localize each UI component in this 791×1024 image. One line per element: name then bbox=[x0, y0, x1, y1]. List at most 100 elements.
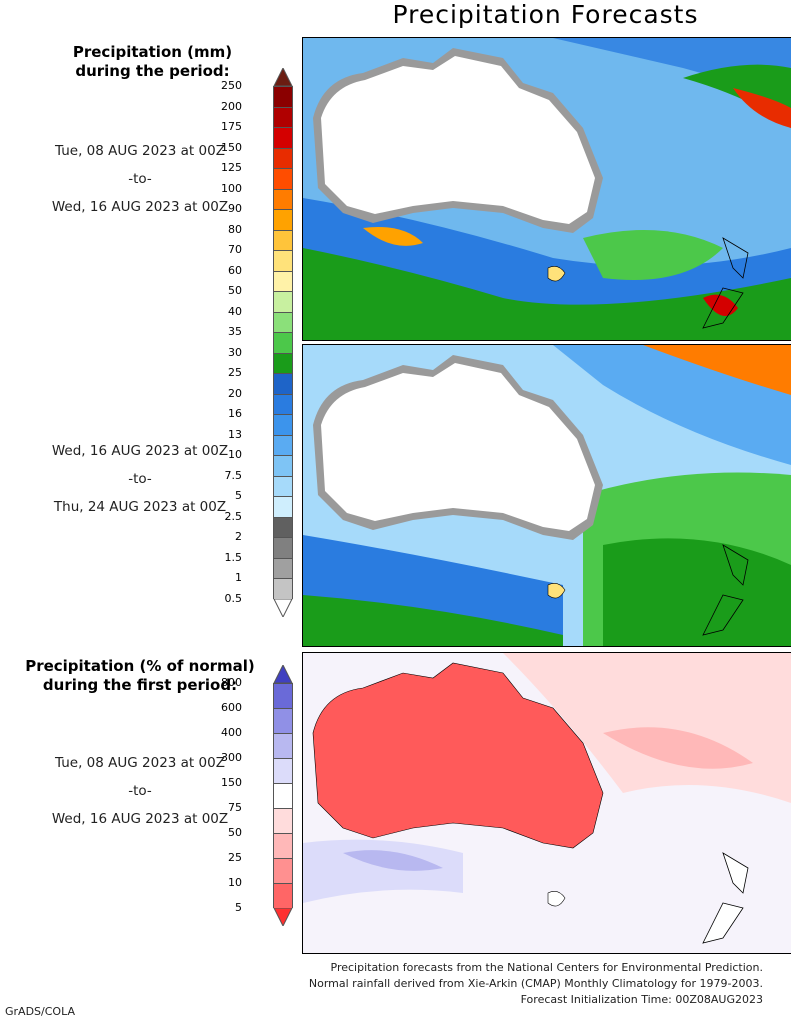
colorbar-mm-tick-label: 1 bbox=[235, 571, 242, 584]
footer-line-2: Normal rainfall derived from Xie-Arkin (… bbox=[308, 977, 763, 990]
colorbar-mm-cell bbox=[273, 496, 293, 517]
colorbar-mm-cell bbox=[273, 270, 293, 291]
colorbar-mm-tick-label: 10 bbox=[228, 448, 242, 461]
colorbar-mm-tick-label: 0.5 bbox=[224, 591, 243, 605]
colorbar-mm-cell bbox=[273, 168, 293, 189]
colorbar-mm-cell bbox=[273, 127, 293, 148]
page-title: Precipitation Forecasts bbox=[392, 0, 699, 29]
colorbar-mm-cell bbox=[273, 311, 293, 332]
colorbar-mm-tick-label: 30 bbox=[228, 345, 242, 359]
colorbar-pct-cell bbox=[273, 883, 293, 908]
colorbar-mm-cell bbox=[273, 434, 293, 455]
colorbar-mm-tick-label: 100 bbox=[221, 181, 242, 195]
colorbar-pct-tick-label: 400 bbox=[221, 726, 242, 739]
colorbar-pct-tick-label: 600 bbox=[221, 701, 242, 714]
period-2-to: Thu, 24 AUG 2023 at 00Z bbox=[53, 499, 227, 515]
legend-mm-header: Precipitation (mm) during the period: bbox=[40, 43, 265, 81]
colorbar-mm bbox=[273, 68, 293, 617]
period-2-label: Wed, 16 AUG 2023 at 00Z -to- Thu, 24 AUG… bbox=[20, 437, 260, 521]
forecast-map-period-2 bbox=[302, 344, 791, 647]
period-3-sep: -to- bbox=[128, 783, 152, 799]
colorbar-mm-tick-label: 40 bbox=[228, 304, 242, 318]
period-2-from: Wed, 16 AUG 2023 at 00Z bbox=[51, 443, 229, 459]
legend-mm-line1: Precipitation (mm) bbox=[72, 43, 233, 61]
colorbar-mm-tick-label: 16 bbox=[228, 407, 242, 420]
map-3-svg bbox=[303, 653, 791, 953]
period-3-from: Tue, 08 AUG 2023 at 00Z bbox=[55, 755, 225, 771]
colorbar-mm-tick-label: 5 bbox=[235, 489, 242, 502]
colorbar-pct-tick-label: 25 bbox=[228, 851, 242, 864]
period-1-to: Wed, 16 AUG 2023 at 00Z bbox=[51, 199, 229, 215]
brand-label: GrADS/COLA bbox=[5, 1005, 75, 1018]
colorbar-mm-tick-label: 35 bbox=[228, 325, 242, 338]
forecast-map-period-1 bbox=[302, 37, 791, 341]
colorbar-pct-tick-label: 5 bbox=[235, 901, 242, 914]
legend-pct-header: Precipitation (% of normal) during the f… bbox=[0, 657, 280, 695]
colorbar-mm-cell bbox=[273, 393, 293, 414]
colorbar-pct-cell bbox=[273, 783, 293, 808]
colorbar-mm-cell bbox=[273, 250, 293, 271]
colorbar-pct-arrow-bottom bbox=[273, 908, 293, 926]
colorbar-mm-tick-label: 20 bbox=[228, 386, 242, 400]
footer-line-1: Precipitation forecasts from the Nationa… bbox=[330, 961, 764, 974]
colorbar-mm-tick-label: 250 bbox=[221, 79, 242, 92]
colorbar-mm-tick-label: 13 bbox=[228, 427, 242, 441]
colorbar-mm-tick-label: 125 bbox=[221, 161, 242, 174]
colorbar-pct-cell bbox=[273, 683, 293, 708]
colorbar-pct-cell bbox=[273, 808, 293, 833]
colorbar-mm-cell bbox=[273, 557, 293, 578]
colorbar-pct-cell bbox=[273, 858, 293, 883]
colorbar-mm-cell bbox=[273, 373, 293, 394]
footer-notes: Precipitation forecasts from the Nationa… bbox=[309, 960, 763, 1008]
colorbar-pct-tick-label: 150 bbox=[221, 776, 242, 789]
colorbar-pct-tick-label: 800 bbox=[221, 676, 242, 689]
colorbar-mm-cell bbox=[273, 414, 293, 435]
colorbar-mm-arrow-bottom bbox=[273, 598, 293, 617]
colorbar-pct-cell bbox=[273, 758, 293, 783]
period-3-to: Wed, 16 AUG 2023 at 00Z bbox=[51, 811, 229, 827]
colorbar-mm-tick-label: 60 bbox=[228, 263, 242, 277]
legend-pct-line2: during the first period: bbox=[42, 676, 238, 694]
legend-pct-line1: Precipitation (% of normal) bbox=[25, 657, 255, 675]
colorbar-mm-tick-label: 90 bbox=[228, 202, 242, 215]
colorbar-mm-cell bbox=[273, 291, 293, 312]
colorbar-mm-tick-label: 7.5 bbox=[224, 468, 243, 482]
colorbar-mm-cell bbox=[273, 455, 293, 476]
colorbar-mm-cell bbox=[273, 147, 293, 168]
percent-of-normal-map bbox=[302, 652, 791, 954]
colorbar-pct-tick-label: 10 bbox=[228, 876, 242, 889]
colorbar-mm-tick-label: 2 bbox=[235, 530, 242, 543]
colorbar-mm-tick-label: 50 bbox=[228, 284, 242, 297]
map-1-svg bbox=[303, 38, 791, 340]
colorbar-mm-arrow-top bbox=[273, 68, 293, 86]
colorbar-mm-cell bbox=[273, 475, 293, 496]
colorbar-pct-tick-label: 50 bbox=[228, 826, 242, 839]
colorbar-mm-tick-label: 80 bbox=[228, 222, 242, 236]
colorbar-mm-tick-label: 175 bbox=[221, 120, 242, 133]
colorbar-mm-tick-label: 2.5 bbox=[224, 509, 243, 523]
period-1-from: Tue, 08 AUG 2023 at 00Z bbox=[55, 143, 225, 159]
colorbar-mm-tick-label: 70 bbox=[228, 243, 242, 256]
colorbar-pct-cell bbox=[273, 708, 293, 733]
colorbar-pct-tick-label: 300 bbox=[221, 751, 242, 764]
colorbar-mm-tick-label: 150 bbox=[221, 140, 242, 154]
map-2-svg bbox=[303, 345, 791, 646]
colorbar-mm-tick-label: 25 bbox=[228, 366, 242, 379]
period-1-sep: -to- bbox=[128, 171, 152, 187]
period-2-sep: -to- bbox=[128, 471, 152, 487]
colorbar-mm-cell bbox=[273, 516, 293, 537]
colorbar-pct-cell bbox=[273, 833, 293, 858]
colorbar-mm-cell bbox=[273, 209, 293, 230]
footer-line-3: Forecast Initialization Time: 00Z08AUG20… bbox=[520, 993, 763, 1006]
period-3-label: Tue, 08 AUG 2023 at 00Z -to- Wed, 16 AUG… bbox=[20, 749, 260, 833]
colorbar-mm-tick-label: 1.5 bbox=[224, 550, 243, 564]
colorbar-pct-tick-label: 75 bbox=[228, 801, 242, 814]
colorbar-mm-cell bbox=[273, 332, 293, 353]
colorbar-pct-arrow-top bbox=[273, 665, 293, 683]
colorbar-pct-cell bbox=[273, 733, 293, 758]
colorbar-mm-cell bbox=[273, 578, 293, 599]
colorbar-mm-cell bbox=[273, 86, 293, 107]
colorbar-mm-tick-label: 200 bbox=[221, 99, 242, 113]
colorbar-mm-cell bbox=[273, 106, 293, 127]
legend-mm-line2: during the period: bbox=[75, 62, 230, 80]
